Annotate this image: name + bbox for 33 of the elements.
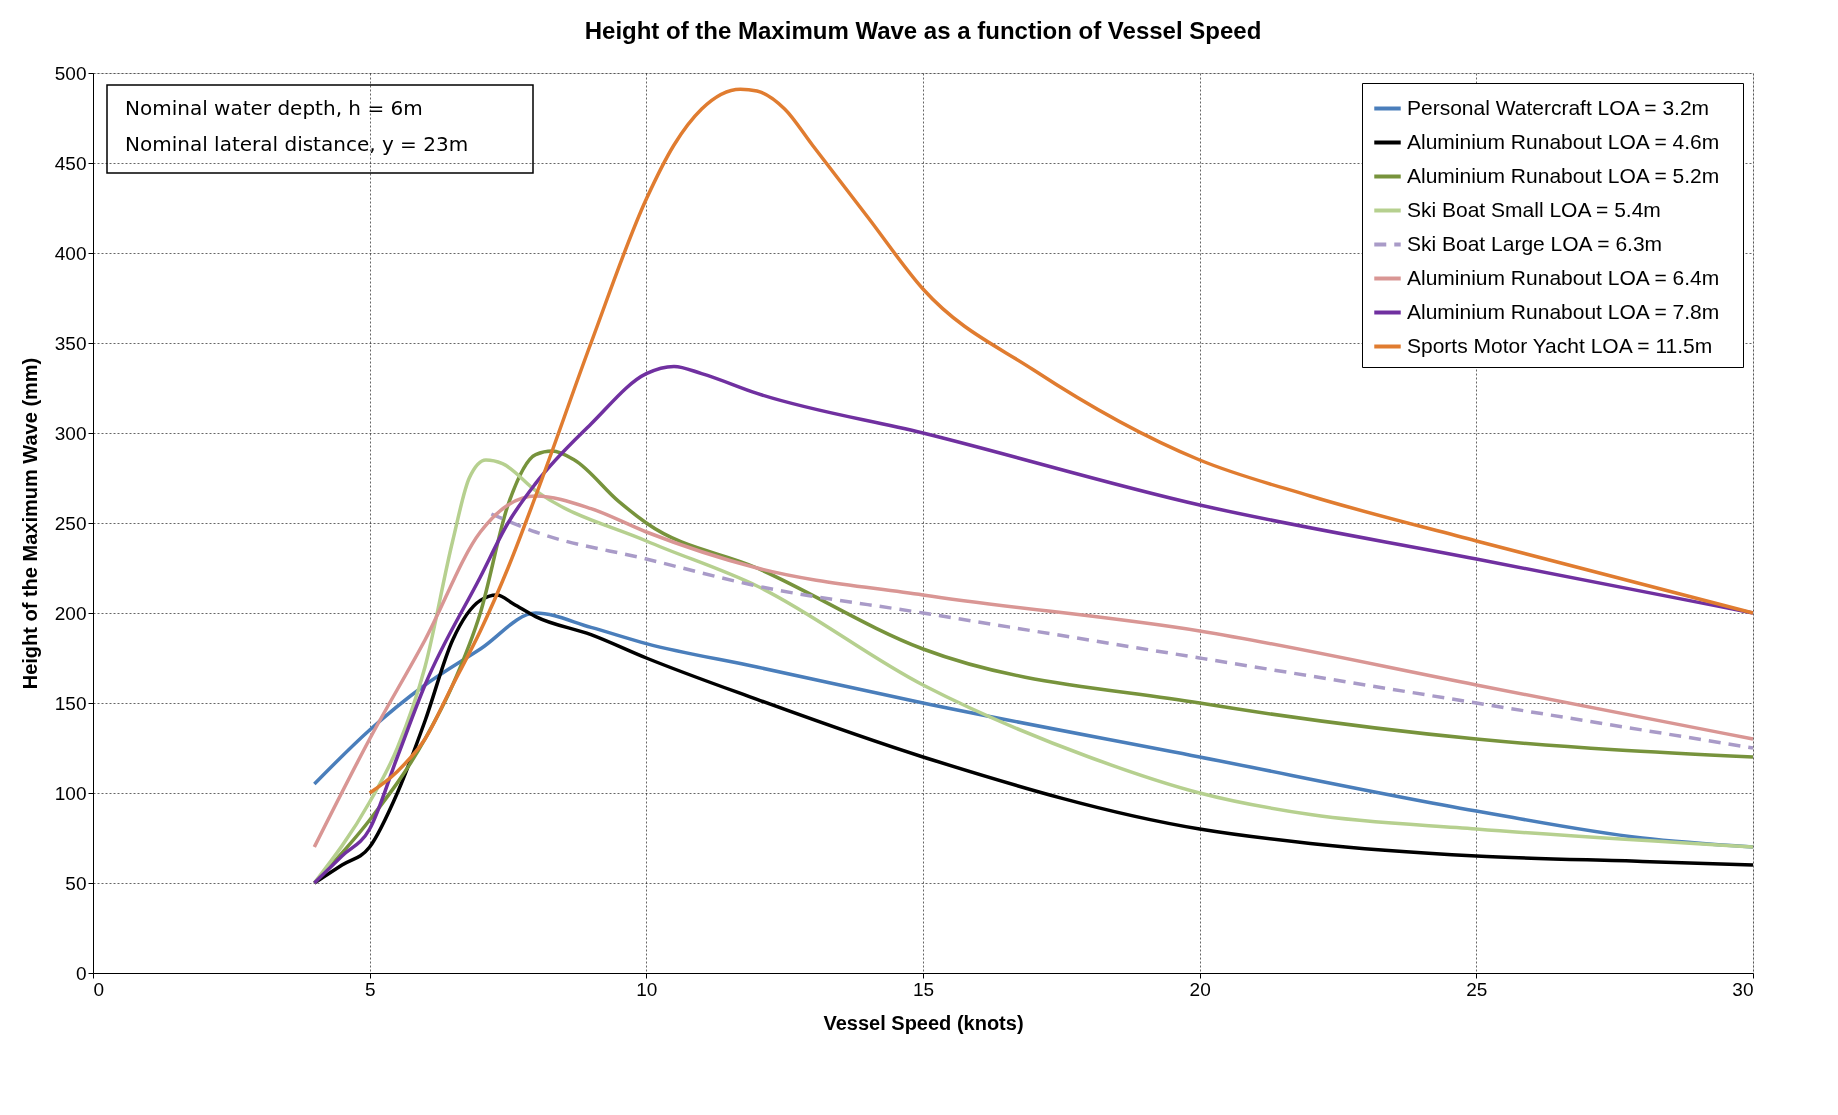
line-series — [489, 512, 1755, 750]
chart-title: Height of the Maximum Wave as a function of Vessel Speed — [584, 17, 1262, 44]
legend-label: Aluminium Runabout LOA = 7.8m — [1407, 299, 1720, 323]
x-axis-title: Vessel Speed (knots) — [823, 1011, 1024, 1034]
x-tick-label: 0 — [93, 978, 105, 1000]
y-axis-title: Height of the Maximum Wave (mm) — [18, 357, 41, 690]
y-tick-label: 50 — [65, 872, 87, 894]
legend-label: Sports Motor Yacht LOA = 11.5m — [1407, 333, 1713, 357]
annotation: Nominal water depth, h = 6m — [125, 96, 423, 120]
y-tick-label: 150 — [54, 692, 87, 714]
y-tick-label: 450 — [54, 152, 87, 174]
legend-label: Aluminium Runabout LOA = 6.4m — [1407, 265, 1720, 289]
x-tick-label: 30 — [1732, 978, 1754, 1000]
y-tick-label: 300 — [54, 422, 87, 444]
legend-label: Personal Watercraft LOA = 3.2m — [1407, 95, 1710, 119]
y-tick-label: 350 — [54, 332, 87, 354]
legend-label: Ski Boat Small LOA = 5.4m — [1407, 197, 1661, 221]
legend-label: Aluminium Runabout LOA = 4.6m — [1407, 129, 1720, 153]
legend-label: Aluminium Runabout LOA = 5.2m — [1407, 163, 1720, 187]
y-tick-label: 250 — [54, 512, 87, 534]
legend-label: Ski Boat Large LOA = 6.3m — [1407, 231, 1663, 255]
y-tick-label: 500 — [54, 62, 87, 84]
x-tick-label: 25 — [1466, 978, 1488, 1000]
y-tick-label: 400 — [54, 242, 87, 264]
x-tick-label: 15 — [912, 978, 935, 1000]
line-series — [312, 494, 1755, 849]
x-tick-label: 20 — [1189, 978, 1211, 1000]
x-tick-label: 10 — [636, 978, 658, 1000]
annotation: Nominal lateral distance, y = 23m — [125, 132, 469, 156]
x-tick-label: 5 — [364, 978, 376, 1000]
y-tick-label: 100 — [54, 782, 87, 804]
y-tick-label: 200 — [54, 602, 87, 624]
y-tick-label: 0 — [75, 962, 87, 984]
